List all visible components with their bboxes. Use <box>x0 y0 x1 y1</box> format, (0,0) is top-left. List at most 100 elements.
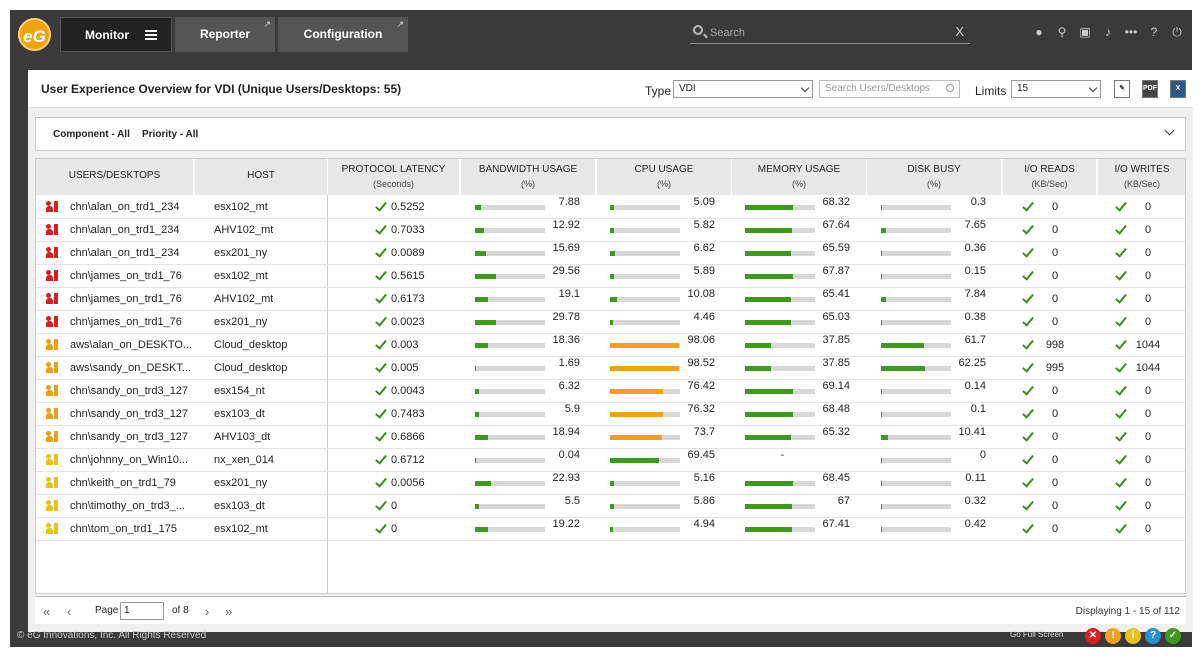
more-icon[interactable]: ••• <box>1124 25 1138 39</box>
latency-value: 0 <box>391 500 398 512</box>
display-count: Displaying 1 - 15 of 112 <box>1075 606 1180 617</box>
column-header[interactable]: I/O WRITES (KB/Sec) <box>1098 159 1185 195</box>
pdf-export-icon[interactable]: PDF <box>1142 80 1158 98</box>
user-name[interactable]: chn\sandy_on_trd3_127 <box>70 385 189 397</box>
bell-icon[interactable]: ♪ <box>1105 25 1111 39</box>
column-title: I/O WRITES <box>1114 164 1170 175</box>
excel-export-icon[interactable]: X <box>1170 80 1186 98</box>
host-name: esx102_mt <box>214 201 268 213</box>
menu-icon[interactable] <box>145 30 157 40</box>
major-alert-icon[interactable]: ! <box>1105 628 1121 644</box>
user-name[interactable]: chn\sandy_on_trd3_127 <box>70 431 189 443</box>
user-name[interactable]: chn\alan_on_trd1_234 <box>70 247 180 259</box>
table-row[interactable]: aws\sandy_on_DESKT... Cloud_desktop 0.005 1… <box>36 357 1185 380</box>
component-filter[interactable]: Component - All <box>53 129 130 140</box>
user-desktop-icon-part <box>54 523 58 534</box>
column-header[interactable]: MEMORY USAGE (%) <box>732 159 867 195</box>
help-icon[interactable]: ? <box>1150 25 1158 39</box>
edit-icon[interactable]: ✎ <box>1114 80 1130 98</box>
priority-filter[interactable]: Priority - All <box>142 129 199 140</box>
column-header[interactable]: I/O READS (KB/Sec) <box>1003 159 1097 195</box>
check-icon <box>375 384 387 396</box>
tab-reporter[interactable]: Reporter ↗ <box>175 17 275 52</box>
clear-search-button[interactable]: X <box>955 24 964 39</box>
column-header[interactable]: CPU USAGE (%) <box>597 159 732 195</box>
disk-busy-bar <box>881 389 951 394</box>
io-reads-value: 0 <box>1051 454 1059 466</box>
monitor-icon[interactable]: ▣ <box>1079 25 1091 39</box>
user-name[interactable]: aws\sandy_on_DESKT... <box>70 362 192 374</box>
bandwidth-bar <box>475 458 545 463</box>
user-name[interactable]: chn\tom_on_trd1_175 <box>70 523 178 535</box>
cpu-value: 4.46 <box>693 311 715 323</box>
latency-value: 0.7483 <box>391 408 425 420</box>
table-row[interactable]: chn\johnny_on_Win10... nx_xen_014 0.6712 0.… <box>36 449 1185 472</box>
fullscreen-button[interactable]: Go Full Screen <box>1010 630 1064 639</box>
bandwidth-value: 5.9 <box>564 403 580 415</box>
normal-status-icon[interactable]: ✓ <box>1165 628 1181 644</box>
user-name[interactable]: chn\johnny_on_Win10... <box>70 454 189 466</box>
table-row[interactable]: chn\keith_on_trd1_79 esx201_ny 0.0056 22.93… <box>36 472 1185 495</box>
table-row[interactable]: chn\james_on_trd1_76 esx201_ny 0.0023 29.78… <box>36 311 1185 334</box>
table-row[interactable]: chn\sandy_on_trd3_127 AHV103_dt 0.6866 18.9… <box>36 426 1185 449</box>
info-alert-icon[interactable]: ? <box>1145 628 1161 644</box>
column-header[interactable]: DISK BUSY (%) <box>867 159 1002 195</box>
link-icon[interactable]: ⚲ <box>1057 25 1067 39</box>
memory-bar <box>745 481 815 486</box>
user-desktop-icon-part <box>46 321 53 327</box>
bandwidth-bar-fill <box>475 343 488 348</box>
limits-select[interactable]: 15 <box>1011 80 1101 98</box>
minor-alert-icon[interactable]: i <box>1125 628 1141 644</box>
panel-header: User Experience Overview for VDI (Unique… <box>28 70 1193 108</box>
user-name[interactable]: chn\sandy_on_trd3_127 <box>70 408 189 420</box>
table-row[interactable]: chn\james_on_trd1_76 esx102_mt 0.5615 29.56… <box>36 265 1185 288</box>
user-desktop-icon-part <box>46 344 53 350</box>
tab-configuration[interactable]: Configuration ↗ <box>278 17 408 52</box>
table-row[interactable]: chn\tom_on_trd1_175 esx102_mt 0 19.22 4.94 67… <box>36 518 1185 541</box>
last-page-icon[interactable]: » <box>225 604 233 619</box>
user-name[interactable]: chn\timothy_on_trd3_... <box>70 500 185 512</box>
table-row[interactable]: aws\alan_on_DESKTO... Cloud_desktop 0.003 1… <box>36 334 1185 357</box>
column-header[interactable]: BANDWIDTH USAGE (%) <box>461 159 596 195</box>
column-header[interactable]: HOST <box>195 159 328 195</box>
table-row[interactable]: chn\alan_on_trd1_234 esx102_mt 0.5252 7.88 5… <box>36 196 1185 219</box>
power-icon[interactable]: ⏻ <box>1172 25 1182 39</box>
disk-busy-value: 0.42 <box>964 518 986 530</box>
table-row[interactable]: chn\timothy_on_trd3_... esx103_dt 0 5.5 5.86… <box>36 495 1185 518</box>
user-name[interactable]: chn\james_on_trd1_76 <box>70 293 182 305</box>
user-name[interactable]: chn\alan_on_trd1_234 <box>70 224 180 236</box>
next-page-icon[interactable]: › <box>205 604 210 619</box>
user-name[interactable]: aws\alan_on_DESKTO... <box>70 339 192 351</box>
user-desktop-icon-part <box>46 229 53 235</box>
tab-monitor[interactable]: Monitor <box>60 17 172 52</box>
table-row[interactable]: chn\james_on_trd1_76 AHV102_mt 0.6173 19.1 1… <box>36 288 1185 311</box>
memory-bar-fill <box>745 435 791 440</box>
eg-logo[interactable]: eG <box>18 18 51 51</box>
cpu-value: 5.86 <box>693 495 715 507</box>
first-page-icon[interactable]: « <box>43 604 51 619</box>
prev-page-icon[interactable]: ‹ <box>67 604 72 619</box>
user-search-input[interactable]: Search Users/Desktops <box>819 80 960 98</box>
bandwidth-bar-fill <box>475 205 481 210</box>
column-header[interactable]: USERS/DESKTOPS <box>36 159 194 195</box>
page-input[interactable]: 1 <box>120 602 164 620</box>
user-name[interactable]: chn\james_on_trd1_76 <box>70 316 182 328</box>
user-name[interactable]: chn\keith_on_trd1_79 <box>70 477 176 489</box>
table-row[interactable]: chn\sandy_on_trd3_127 esx103_dt 0.7483 5.9 7… <box>36 403 1185 426</box>
column-header[interactable]: PROTOCOL LATENCY (Seconds) <box>328 159 460 195</box>
table-row[interactable]: chn\alan_on_trd1_234 esx201_ny 0.0089 15.69… <box>36 242 1185 265</box>
chevron-down-icon[interactable] <box>1164 125 1175 136</box>
user-name[interactable]: chn\alan_on_trd1_234 <box>70 201 180 213</box>
type-select[interactable]: VDI <box>673 80 813 98</box>
io-reads-value: 0 <box>1051 477 1059 489</box>
io-writes-value: 0 <box>1144 316 1152 328</box>
critical-alert-icon[interactable]: ✕ <box>1085 628 1101 644</box>
disk-busy-bar <box>881 297 951 302</box>
global-search-input[interactable] <box>710 24 940 42</box>
user-icon[interactable]: ● <box>1035 25 1043 39</box>
user-name[interactable]: chn\james_on_trd1_76 <box>70 270 182 282</box>
io-writes-value: 0 <box>1144 385 1152 397</box>
table-row[interactable]: chn\alan_on_trd1_234 AHV102_mt 0.7033 12.92… <box>36 219 1185 242</box>
check-icon <box>1115 499 1127 511</box>
table-row[interactable]: chn\sandy_on_trd3_127 esx154_nt 0.0043 6.32… <box>36 380 1185 403</box>
